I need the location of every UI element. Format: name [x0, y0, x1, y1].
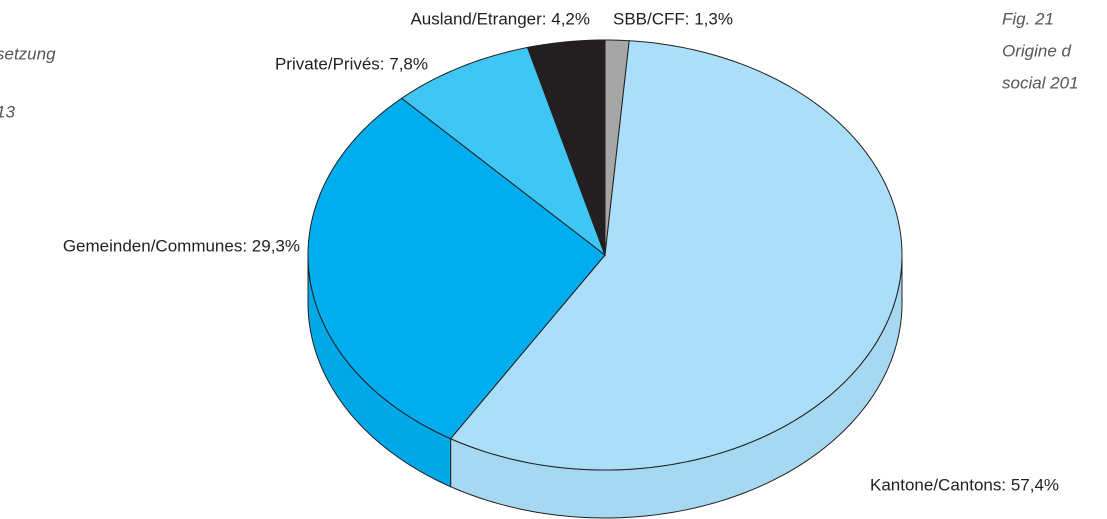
right-note: Origine d	[1002, 41, 1072, 60]
slice-label: Kantone/Cantons: 57,4%	[870, 475, 1059, 494]
slice	[400, 46, 607, 257]
slice-label: Private/Privés: 7,8%	[275, 54, 428, 73]
slice-label: Ausland/Etranger: 4,2%	[410, 9, 590, 28]
left-note: 13	[0, 102, 15, 121]
slice	[449, 40, 903, 471]
slice-label: Gemeinden/Communes: 29,3%	[63, 236, 300, 255]
slice	[526, 39, 606, 256]
slice-label: SBB/CFF: 1,3%	[613, 9, 733, 28]
right-note: Fig. 21	[1002, 9, 1054, 28]
slice	[307, 97, 606, 440]
right-note: social 201	[1002, 73, 1079, 92]
left-note: setzung	[0, 44, 56, 63]
